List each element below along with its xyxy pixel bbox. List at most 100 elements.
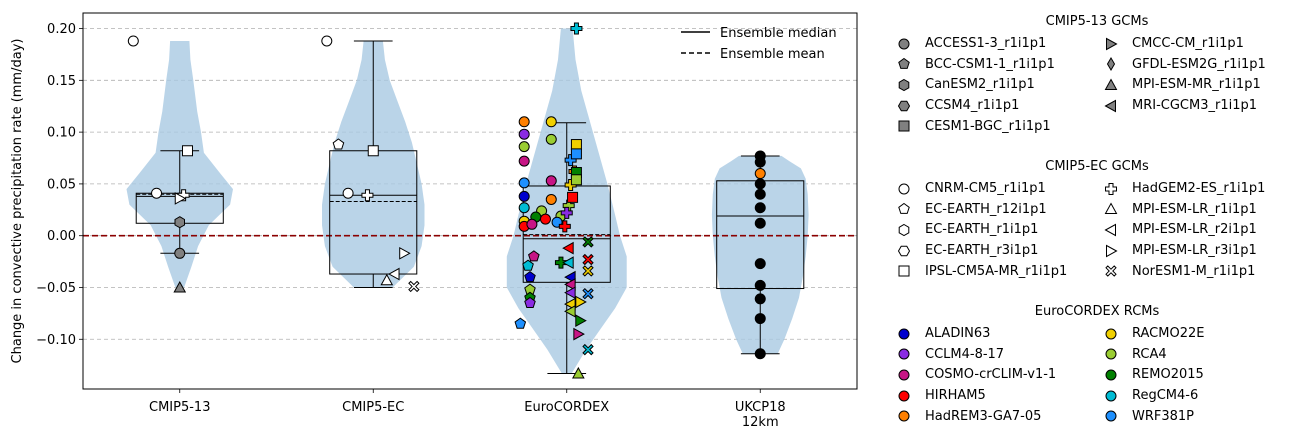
legend-item: CCSM4_r1i1p1 bbox=[897, 98, 1019, 113]
x-tick-label: EuroCORDEX bbox=[524, 400, 609, 415]
legend-marker-shape bbox=[898, 348, 910, 360]
data-point bbox=[575, 314, 587, 327]
model-points bbox=[127, 22, 766, 379]
data-point bbox=[570, 174, 582, 186]
data-point bbox=[754, 202, 766, 214]
legend-label: HadGEM2-ES_r1i1p1 bbox=[1132, 181, 1266, 196]
data-point bbox=[545, 116, 557, 128]
legend-item: HIRHAM5 bbox=[897, 388, 986, 403]
data-point bbox=[545, 175, 557, 187]
data-point bbox=[518, 128, 530, 140]
data-point bbox=[342, 187, 354, 199]
legend-marker-shape bbox=[1105, 182, 1117, 195]
data-point bbox=[754, 313, 766, 325]
legend-marker-shape bbox=[897, 100, 911, 111]
legend-marker bbox=[898, 390, 910, 402]
legend-marker-shape bbox=[1105, 328, 1117, 339]
legend-marker-shape bbox=[898, 58, 910, 70]
data-point bbox=[545, 193, 557, 205]
legend-marker bbox=[898, 328, 910, 339]
legend-label: MPI-ESM-LR_r2i1p1 bbox=[1132, 222, 1257, 238]
legend-label: ALADIN63 bbox=[925, 326, 991, 341]
data-point bbox=[127, 35, 139, 47]
legend-label: CCSM4_r1i1p1 bbox=[925, 98, 1020, 114]
legend-marker-shape bbox=[1104, 99, 1116, 112]
legend-item: ALADIN63 bbox=[897, 326, 990, 341]
data-point bbox=[181, 145, 193, 157]
data-point bbox=[518, 141, 530, 153]
data-point bbox=[560, 206, 573, 219]
legend-marker bbox=[1105, 410, 1117, 422]
data-point bbox=[573, 327, 585, 341]
legend-marker bbox=[898, 183, 910, 194]
data-point bbox=[522, 259, 534, 271]
legend-item: EC-EARTH_r12i1p1 bbox=[897, 202, 1047, 217]
legend-marker-shape bbox=[1105, 410, 1117, 422]
inner-legend-label: Ensemble median bbox=[720, 26, 837, 41]
legend-marker-shape bbox=[898, 369, 910, 381]
legend-item: RegCM4-6 bbox=[1104, 388, 1198, 403]
legend-item: MPI-ESM-LR_r3i1p1 bbox=[1104, 243, 1257, 258]
data-point bbox=[151, 187, 163, 199]
legend-marker bbox=[1104, 78, 1118, 90]
legend-label: REMO2015 bbox=[1132, 367, 1204, 383]
legend-marker-shape bbox=[1105, 369, 1117, 381]
x-tick-label: 12km bbox=[742, 415, 779, 430]
data-point bbox=[570, 148, 582, 160]
data-point bbox=[539, 213, 551, 225]
data-point bbox=[361, 189, 374, 202]
legend-marker bbox=[898, 410, 910, 422]
legend-marker bbox=[897, 245, 911, 256]
legend-label: EC-EARTH_r1i1p1 bbox=[925, 222, 1039, 238]
violin bbox=[711, 155, 809, 354]
legend-marker bbox=[898, 203, 910, 215]
legend-title: CMIP5-13 GCMs bbox=[1045, 14, 1149, 29]
legend-marker-shape bbox=[898, 183, 910, 194]
legend-item: REMO2015 bbox=[1104, 367, 1204, 382]
data-point bbox=[754, 258, 766, 270]
data-point bbox=[575, 295, 587, 309]
data-point bbox=[177, 189, 190, 202]
legend-label: COSMO-crCLIM-v1-1 bbox=[925, 367, 1057, 383]
x-tick-label: UKCP18 bbox=[735, 400, 786, 415]
legend-marker-shape bbox=[898, 38, 910, 49]
legend-marker bbox=[1105, 328, 1117, 339]
y-axis-label: Change in convective precipitation rate … bbox=[10, 39, 25, 364]
x-tick-label: CMIP5-EC bbox=[342, 400, 404, 415]
legend-label: EC-EARTH_r3i1p1 bbox=[925, 243, 1039, 259]
data-point bbox=[567, 191, 579, 203]
data-point bbox=[582, 236, 594, 248]
data-point bbox=[562, 256, 574, 269]
legend-item: CNRM-CM5_r1i1p1 bbox=[897, 181, 1046, 196]
data-point bbox=[518, 202, 530, 214]
legend-marker bbox=[1105, 369, 1117, 381]
y-tick-label: 0.00 bbox=[47, 229, 76, 244]
legend-item: EC-EARTH_r1i1p1 bbox=[897, 222, 1038, 237]
legend-marker-shape bbox=[898, 78, 910, 91]
data-point bbox=[518, 116, 530, 128]
data-point bbox=[754, 178, 766, 190]
data-point bbox=[524, 296, 536, 308]
legend-item: RCA4 bbox=[1104, 347, 1167, 362]
legend-label: EC-EARTH_r12i1p1 bbox=[925, 201, 1047, 217]
data-point bbox=[173, 280, 187, 293]
y-tick-label: 0.10 bbox=[47, 126, 76, 141]
legend-label: NorESM1-M_r1i1p1 bbox=[1132, 263, 1256, 279]
legend-marker bbox=[898, 265, 910, 277]
legend-marker bbox=[897, 100, 911, 111]
data-point bbox=[754, 279, 766, 291]
legend-marker-shape bbox=[1104, 202, 1118, 215]
data-point bbox=[380, 273, 394, 286]
data-point bbox=[582, 265, 594, 277]
plot-frame bbox=[82, 12, 858, 390]
legend-marker-shape bbox=[1105, 348, 1117, 360]
legend-marker bbox=[1104, 223, 1116, 237]
legend-marker-shape bbox=[1106, 244, 1118, 257]
y-tick-label: 0.05 bbox=[47, 177, 76, 192]
legend-marker-shape bbox=[1106, 57, 1116, 72]
data-point bbox=[582, 287, 594, 300]
inner-legend-label: Ensemble mean bbox=[720, 47, 825, 62]
legend-marker bbox=[898, 78, 910, 91]
data-point bbox=[518, 190, 530, 202]
legend-item: HadGEM2-ES_r1i1p1 bbox=[1104, 181, 1265, 196]
